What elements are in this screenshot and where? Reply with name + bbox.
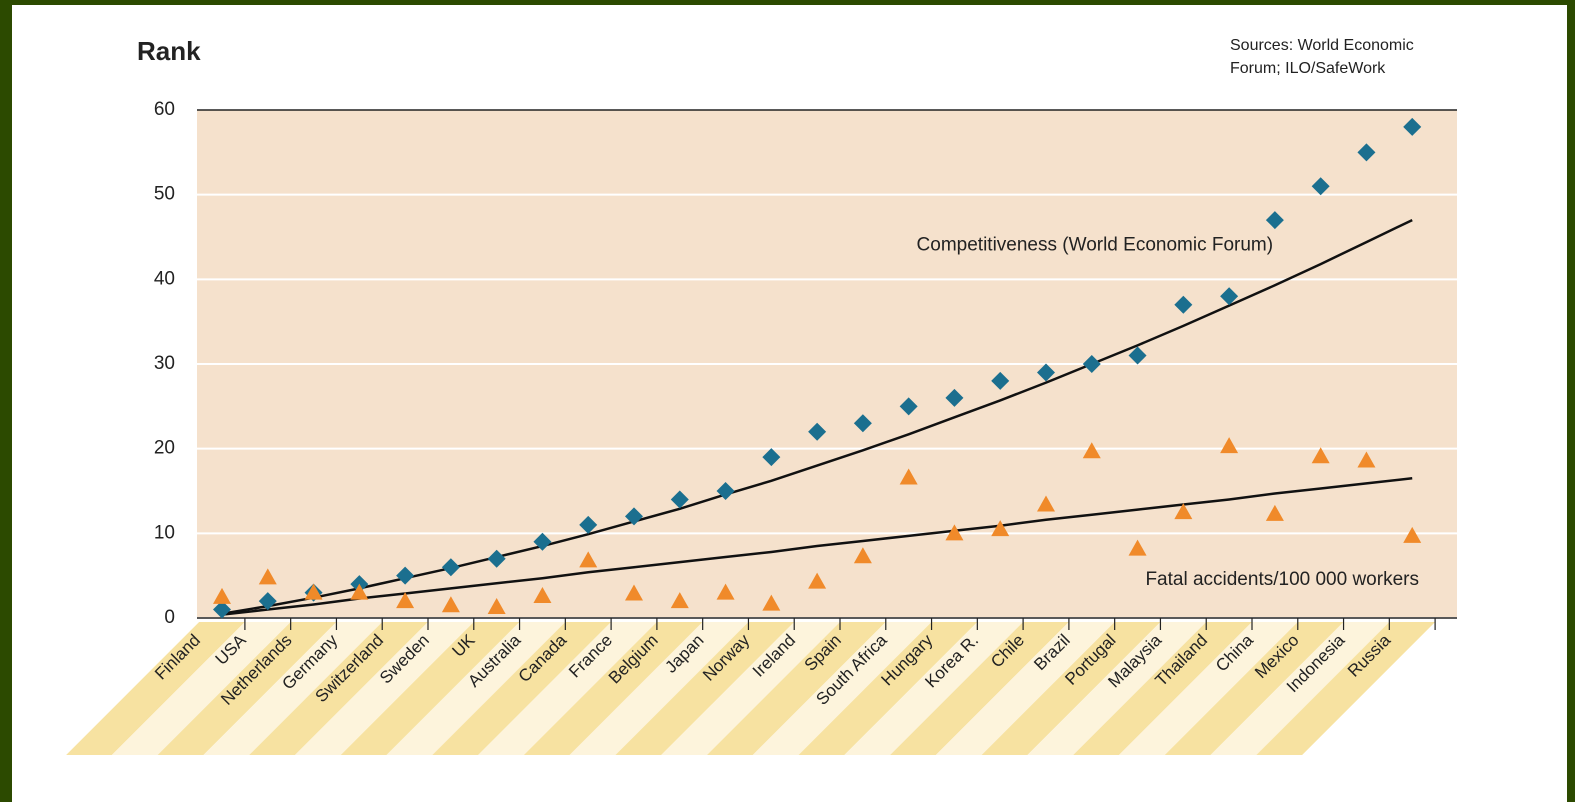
source: Forum; ILO/SafeWork: [1230, 60, 1386, 77]
label-band: [707, 622, 886, 755]
triangle-point: [1220, 437, 1239, 454]
diamond-point: [213, 600, 231, 619]
triangle-point: [945, 524, 964, 541]
triangle-point: [1037, 495, 1055, 512]
diamond-point: [1082, 355, 1101, 373]
y-tick-label: 30: [154, 353, 175, 374]
triangle-point: [304, 583, 323, 600]
triangle-point: [1357, 451, 1376, 468]
label-band: [981, 622, 1161, 755]
triangle-point: [1174, 503, 1193, 520]
triangle-point: [762, 594, 781, 611]
diamond-point: [1265, 211, 1284, 230]
triangle-point: [991, 520, 1010, 537]
diamond-point: [1174, 295, 1193, 314]
source: Sources: World Economic: [1230, 37, 1414, 54]
y-tick-label: 60: [154, 99, 175, 120]
label-band: [935, 622, 1115, 755]
diamond-point: [991, 371, 1010, 390]
diamond-point: [487, 549, 506, 568]
triangle-point: [487, 597, 506, 614]
label-band: [1164, 622, 1344, 755]
triangle-point: [1403, 526, 1422, 543]
diamond-point: [1220, 287, 1239, 306]
triangle-point: [258, 568, 277, 585]
y-axis-label: Rank: [137, 36, 201, 66]
label-band: [1119, 622, 1298, 755]
triangle-point: [625, 584, 643, 601]
diamond-point: [441, 558, 460, 577]
triangle-point: [716, 583, 735, 600]
label-band: [523, 622, 703, 755]
diamond-point: [670, 490, 689, 509]
label-band: [1210, 622, 1390, 755]
triangle-point: [808, 572, 827, 589]
label-band: [340, 622, 520, 755]
label-band: [295, 622, 474, 755]
triangle-point: [350, 583, 369, 600]
diamond-point: [1037, 363, 1055, 382]
triangle-point: [579, 551, 598, 568]
triangle-point: [899, 468, 918, 485]
label-band: [66, 622, 245, 755]
label-band: [661, 622, 840, 755]
label-band: [890, 622, 1069, 755]
diamond-point: [1311, 177, 1330, 196]
triangle-point: [1265, 504, 1284, 521]
label-band: [432, 622, 612, 755]
diamond-point: [716, 482, 735, 500]
annotation: Competitiveness (World Economic Forum): [917, 234, 1274, 255]
diamond-point: [533, 532, 552, 551]
y-tick-label: 40: [154, 268, 175, 289]
diamond-point: [258, 592, 277, 611]
y-tick-label: 50: [154, 184, 175, 205]
label-band: [569, 622, 749, 755]
triangle-point: [1311, 447, 1330, 464]
y-tick-label: 0: [164, 607, 175, 628]
diamond-point: [853, 414, 872, 433]
triangle-point: [1128, 539, 1147, 556]
diamond-point: [1357, 143, 1376, 162]
diamond-point: [899, 397, 918, 416]
label-band: [1027, 622, 1207, 755]
trend-line: [221, 477, 1413, 616]
triangle-point: [533, 586, 552, 603]
label-band: [111, 622, 291, 755]
diamond-point: [945, 388, 964, 407]
triangle-point: [670, 592, 689, 609]
label-band: [844, 622, 1024, 755]
diamond-point: [1128, 346, 1147, 365]
diamond-point: [625, 507, 643, 526]
label-band: [203, 622, 383, 755]
label-band: [1073, 622, 1252, 755]
trend-line: [221, 218, 1413, 615]
triangle-point: [853, 547, 872, 564]
triangle-point: [1082, 442, 1101, 459]
label-band: [752, 622, 932, 755]
diamond-point: [1403, 117, 1422, 136]
label-band: [478, 622, 657, 755]
triangle-point: [396, 592, 415, 609]
label-band: [1256, 622, 1436, 755]
annotation: Fatal accidents/100 000 workers: [1145, 569, 1419, 590]
y-tick-label: 10: [154, 522, 175, 543]
label-band: [615, 622, 795, 755]
y-tick-label: 20: [154, 438, 175, 459]
label-band: [249, 622, 428, 755]
diamond-point: [396, 566, 415, 585]
diamond-point: [762, 448, 781, 467]
label-band: [386, 622, 566, 755]
diamond-point: [579, 515, 598, 534]
label-band: [798, 622, 978, 755]
triangle-point: [441, 596, 460, 613]
triangle-point: [213, 587, 231, 604]
label-band: [157, 622, 337, 755]
diamond-point: [808, 422, 827, 441]
